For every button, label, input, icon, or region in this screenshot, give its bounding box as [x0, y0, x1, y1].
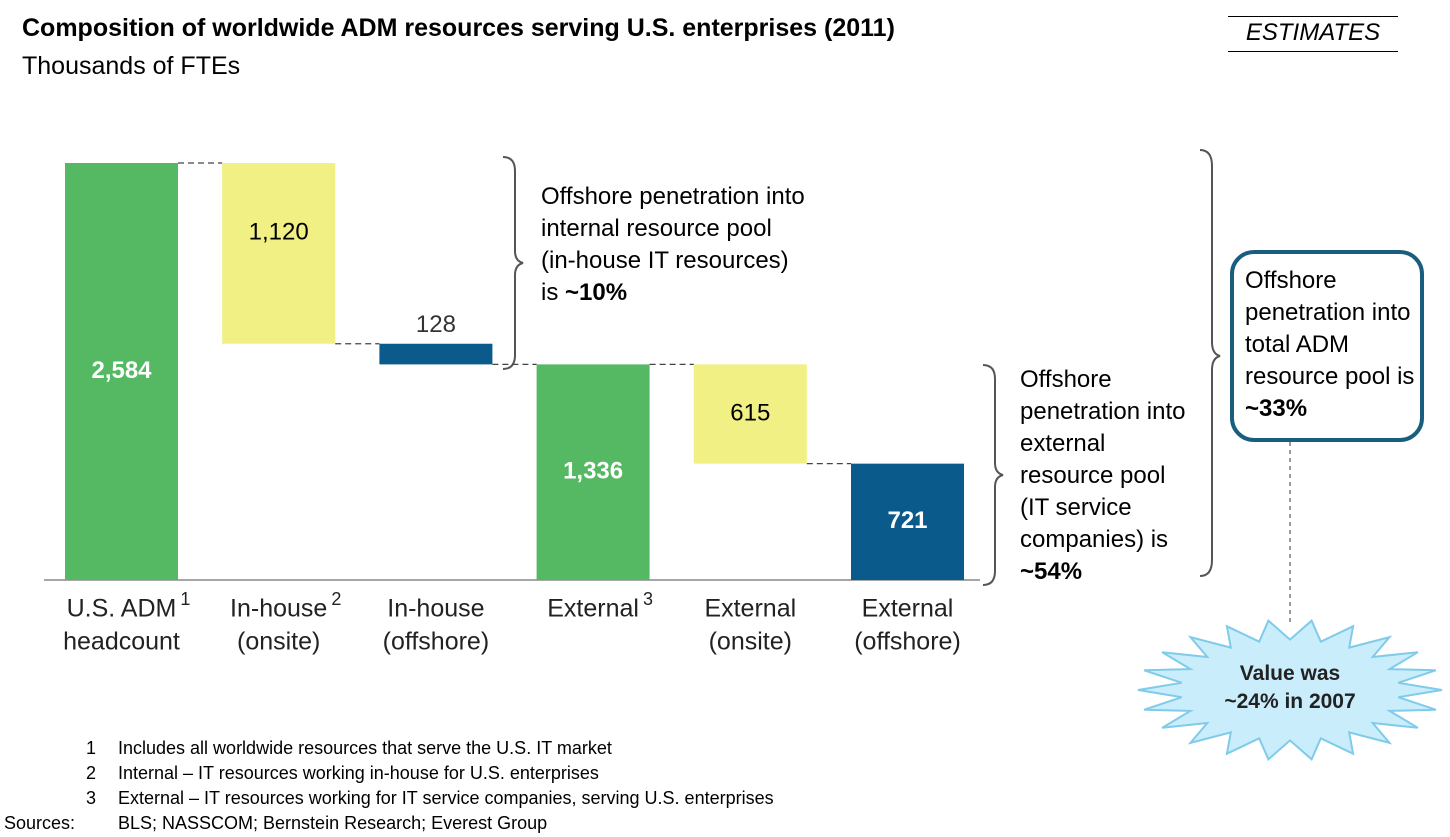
- value-label: 2,584: [91, 357, 152, 384]
- footnote-mark: 2: [331, 589, 341, 609]
- chart-subtitle: Thousands of FTEs: [22, 52, 241, 80]
- starburst: [1137, 619, 1443, 761]
- bar: [65, 163, 178, 580]
- footnote: Includes all worldwide resources that se…: [118, 738, 612, 759]
- footnote-mark: 3: [643, 589, 653, 609]
- value-label: 721: [887, 507, 927, 534]
- brace: [1199, 149, 1221, 577]
- annotation: Offshore penetration into internal resou…: [541, 181, 811, 309]
- annotation: Offshore penetration into external resou…: [1020, 364, 1200, 588]
- x-tick-label: (onsite): [237, 628, 320, 656]
- bar: [693, 364, 807, 464]
- footnote-mark: 1: [180, 589, 190, 609]
- value-label: 1,336: [563, 458, 623, 485]
- x-tick-label: External: [704, 595, 796, 623]
- footnote-text: Internal – IT resources working in-house…: [118, 763, 599, 783]
- bar: [536, 364, 650, 580]
- footnote-text: Includes all worldwide resources that se…: [118, 738, 612, 758]
- annotation-text: Offshore penetration into external resou…: [1020, 366, 1186, 553]
- callout-line: Value was: [1239, 662, 1341, 685]
- x-tick-label: headcount: [63, 628, 180, 656]
- annotation-bold: ~33%: [1245, 395, 1308, 422]
- annotation-bold: ~54%: [1020, 558, 1083, 585]
- annotation: Offshore penetration into total ADM reso…: [1245, 265, 1415, 425]
- footnote-number: 3: [86, 788, 97, 808]
- annotation-bold: ~10%: [565, 279, 628, 306]
- annotation-text: Offshore penetration into total ADM reso…: [1245, 267, 1415, 390]
- callout-box: [1230, 250, 1424, 442]
- x-tick-label: In-house: [230, 595, 327, 623]
- bar: [222, 163, 336, 344]
- footnote: 1: [86, 738, 96, 759]
- annotation-text: Offshore penetration into internal resou…: [541, 183, 805, 306]
- footnote: 3: [86, 788, 96, 809]
- x-tick-label: U.S. ADM: [67, 595, 177, 623]
- sources-text: BLS; NASSCOM; Bernstein Research; Everes…: [118, 813, 548, 833]
- footnote-number: 2: [86, 763, 97, 783]
- callout-line: ~24% in 2007: [1224, 690, 1356, 713]
- value-label: 128: [416, 311, 456, 338]
- bar: [379, 343, 493, 365]
- callout-text: Value was ~24% in 2007: [1190, 660, 1390, 716]
- footnote: 2: [86, 763, 96, 784]
- x-tick-label: In-house: [387, 595, 484, 623]
- x-tick-label: (offshore): [383, 628, 490, 656]
- sources-label: Sources:: [4, 813, 76, 833]
- footnote: External – IT resources working for IT s…: [118, 788, 774, 809]
- x-tick-label: (onsite): [709, 628, 792, 656]
- x-tick-label: (offshore): [854, 628, 961, 656]
- chart-title: Composition of worldwide ADM resources s…: [22, 14, 895, 42]
- x-tick-label: External: [862, 595, 954, 623]
- value-label: 1,120: [249, 219, 309, 246]
- x-tick-label: External: [547, 595, 639, 623]
- footnote: Internal – IT resources working in-house…: [118, 763, 599, 784]
- footnote-text: External – IT resources working for IT s…: [118, 788, 774, 808]
- bar: [851, 463, 964, 580]
- brace: [982, 364, 1004, 586]
- footnote-number: 1: [86, 738, 97, 758]
- value-label: 615: [730, 399, 770, 426]
- brace: [502, 156, 524, 370]
- badge: ESTIMATES: [1228, 16, 1398, 52]
